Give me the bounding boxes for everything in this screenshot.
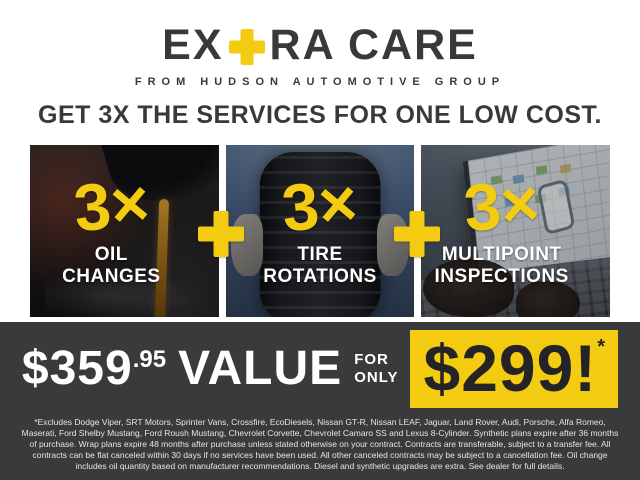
oil-label-line1: OIL	[94, 244, 128, 265]
tire-rotations-panel: 3× TIRE ROTATIONS	[225, 145, 415, 317]
engine-gloss-shape	[45, 271, 204, 317]
hand-left-shape	[423, 258, 514, 317]
oil-change-photo	[30, 145, 219, 317]
inspection-multiplier: 3×	[460, 165, 543, 246]
tire-label-line1: TIRE	[297, 244, 343, 265]
brand-tagline: FROM HUDSON AUTOMOTIVE GROUP	[134, 76, 506, 88]
tire-rotations-caption: 3× TIRE ROTATIONS	[226, 145, 415, 317]
logo-text-ra-care: RA CARE	[269, 21, 478, 69]
value-price: $359.95 VALUE	[22, 345, 342, 393]
value-word: VALUE	[178, 342, 343, 395]
tire-shape	[259, 151, 381, 317]
plus-icon	[229, 29, 265, 65]
tire-multiplier: 3×	[279, 165, 361, 246]
tire-rotation-photo	[225, 145, 415, 317]
disclaimer-text: *Excludes Dodge Viper, SRT Motors, Sprin…	[21, 417, 619, 472]
offer-band: $359.95 VALUE FOR ONLY $299! * *Excludes …	[0, 322, 640, 480]
oil-changes-panel: 3× OIL CHANGES	[30, 145, 219, 317]
headline: GET 3X THE SERVICES FOR ONE LOW COST.	[38, 101, 602, 129]
plus-icon	[198, 211, 244, 257]
oil-multiplier: 3×	[70, 165, 153, 246]
sale-price-box: $299! *	[410, 330, 619, 408]
price-row: $359.95 VALUE FOR ONLY $299! *	[0, 322, 640, 408]
plus-icon	[394, 211, 440, 257]
photo-shade	[30, 145, 219, 317]
for-only-label: FOR ONLY	[354, 351, 398, 387]
oil-changes-caption: 3× OIL CHANGES	[30, 145, 206, 317]
photo-shade	[421, 145, 611, 317]
photo-shade	[225, 145, 415, 317]
multipoint-inspections-caption: 3× MULTIPOINT INSPECTIONS	[421, 145, 596, 317]
logo-text-ex: EX	[162, 21, 224, 69]
extra-care-logo: EX RA CARE	[0, 24, 640, 67]
tire-label-line2: ROTATIONS	[263, 265, 377, 287]
sale-price: $299!	[423, 331, 598, 405]
for-only-line1: FOR	[354, 351, 389, 368]
inspection-label-line1: MULTIPOINT	[441, 244, 562, 265]
multipoint-inspections-panel: 3× MULTIPOINT INSPECTIONS	[421, 145, 611, 317]
brand-header: EX RA CARE FROM HUDSON AUTOMOTIVE GROUP	[0, 24, 640, 89]
oil-label: OIL CHANGES	[62, 244, 161, 288]
inspection-label: MULTIPOINT INSPECTIONS	[435, 244, 569, 288]
for-only-line2: ONLY	[354, 369, 399, 386]
multipoint-inspection-photo	[421, 145, 611, 317]
sale-asterisk: *	[597, 336, 606, 358]
inspection-label-line2: INSPECTIONS	[434, 265, 569, 287]
oil-label-line2: CHANGES	[62, 265, 161, 287]
services-row: 3× OIL CHANGES 3× TIRE ROTATIONS	[30, 145, 611, 317]
value-dollars: $359	[21, 342, 133, 395]
hand-right-shape	[515, 280, 580, 317]
tire-label: TIRE ROTATIONS	[263, 244, 377, 288]
value-cents: .95	[132, 346, 167, 373]
